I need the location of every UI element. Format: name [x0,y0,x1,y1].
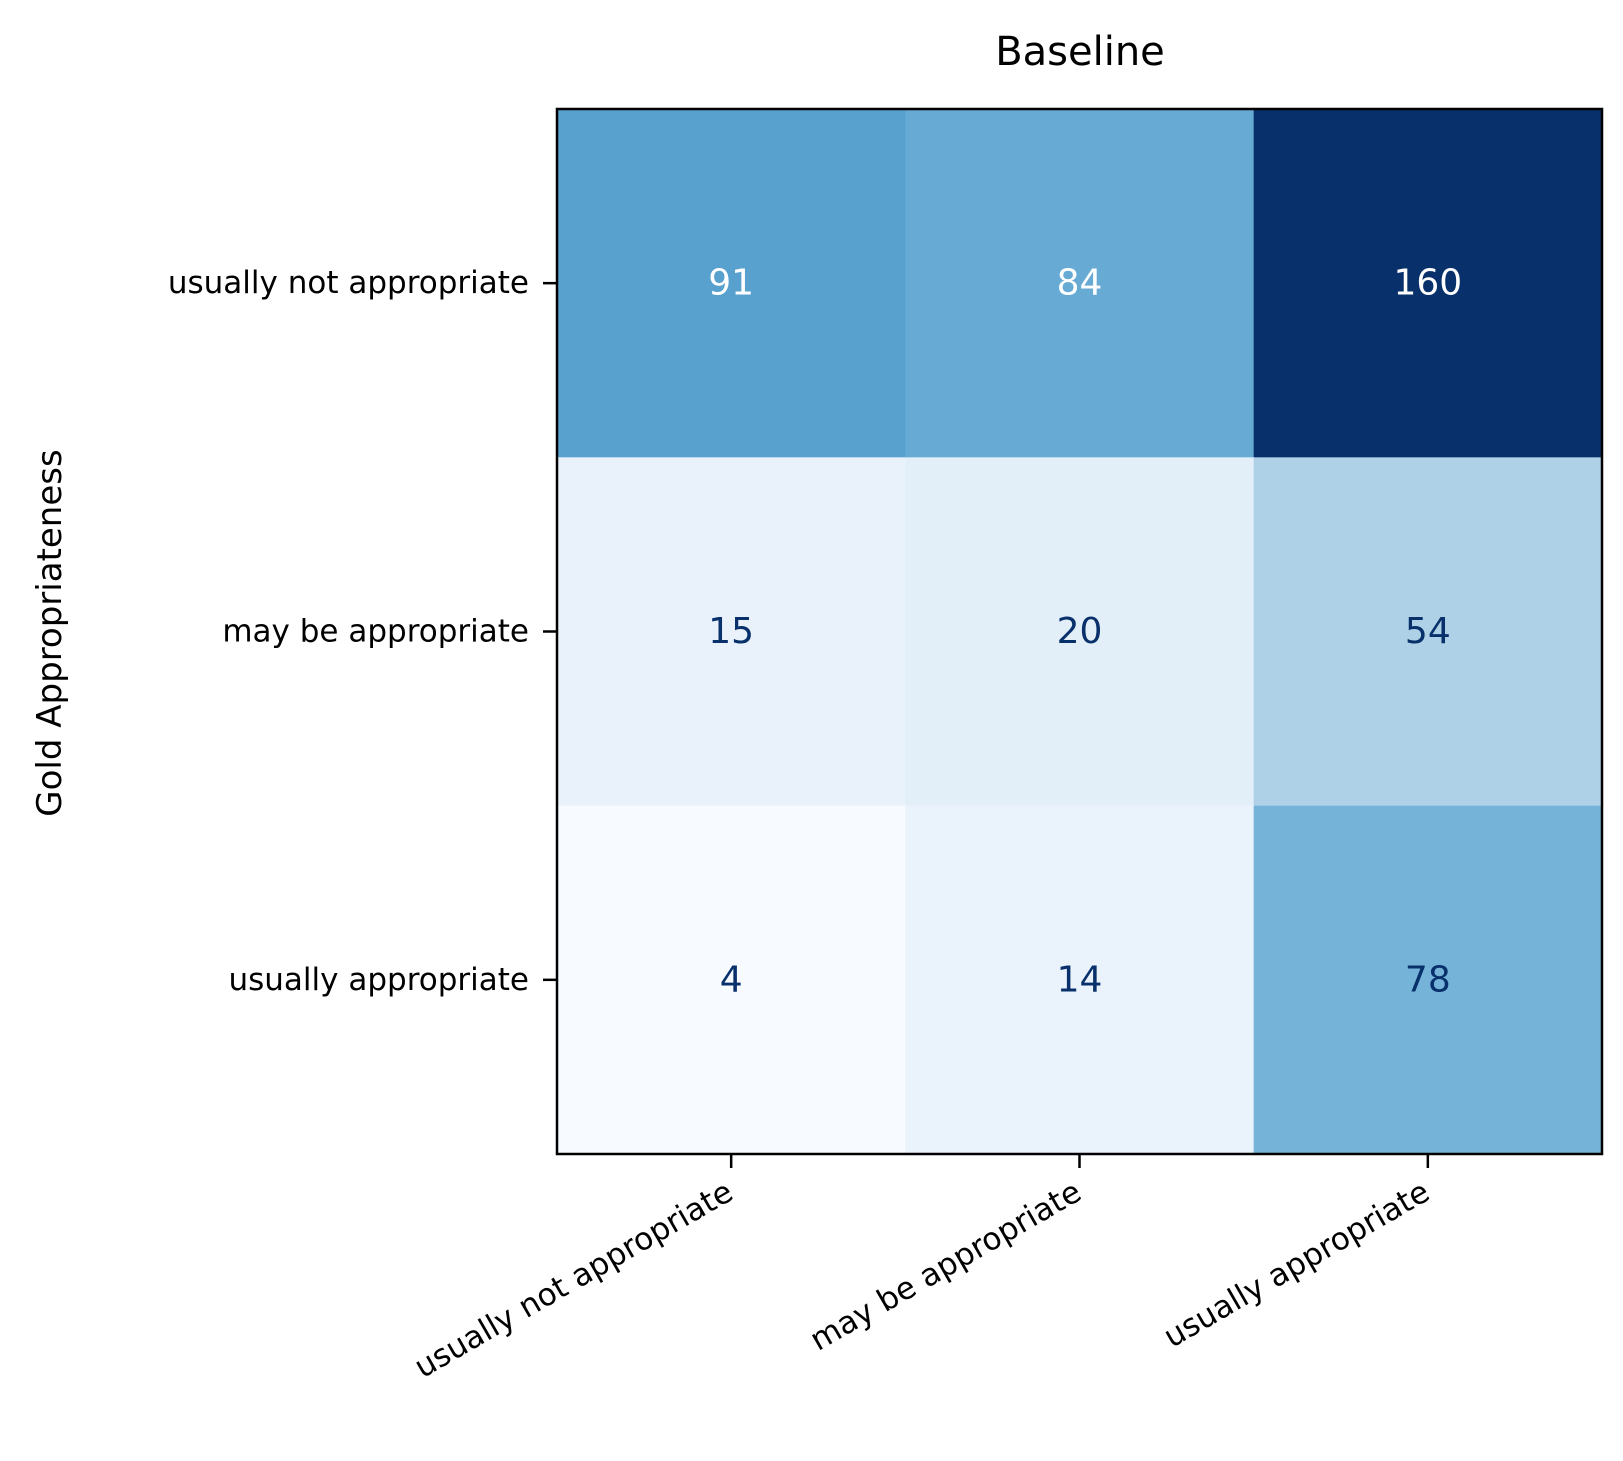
x-tick-label: usually not appropriate [408,1174,739,1386]
x-tick-label: usually appropriate [1158,1174,1436,1355]
heatmap-cell [557,109,906,458]
x-tick-label: may be appropriate [804,1174,1088,1358]
cell-value-label: 4 [720,959,743,1000]
heatmap-cell [557,805,906,1155]
heatmap-cell [905,457,1255,807]
cell-value-label: 14 [1057,959,1103,1000]
y-tick-label: may be appropriate [222,614,529,650]
y-tick-label: usually not appropriate [168,265,529,301]
cell-value-label: 91 [708,263,754,304]
cell-value-labels: 91 84 160 15 20 54 4 14 78 [708,263,1462,1001]
y-axis-label: Gold Appropriateness [30,449,70,816]
cell-value-label: 84 [1057,263,1103,304]
cell-value-label: 160 [1393,263,1462,304]
cell-value-label: 78 [1405,959,1451,1000]
heatmap-cell [905,805,1255,1155]
x-axis-ticks: usually not appropriate may be appropriat… [408,1154,1436,1386]
y-axis-ticks: usually not appropriate may be appropriat… [168,265,557,998]
cell-value-label: 15 [708,611,754,652]
heatmap-cell [1253,805,1603,1155]
y-tick-label: usually appropriate [228,962,529,998]
heatmap-cell [1253,457,1603,807]
heatmap-cell [905,109,1255,458]
heatmap-cell [1253,109,1603,458]
cell-value-label: 20 [1057,611,1103,652]
chart-title: Baseline [995,29,1165,75]
heatmap-cells [557,109,1603,1155]
cell-value-label: 54 [1405,611,1451,652]
heatmap-cell [557,457,906,807]
